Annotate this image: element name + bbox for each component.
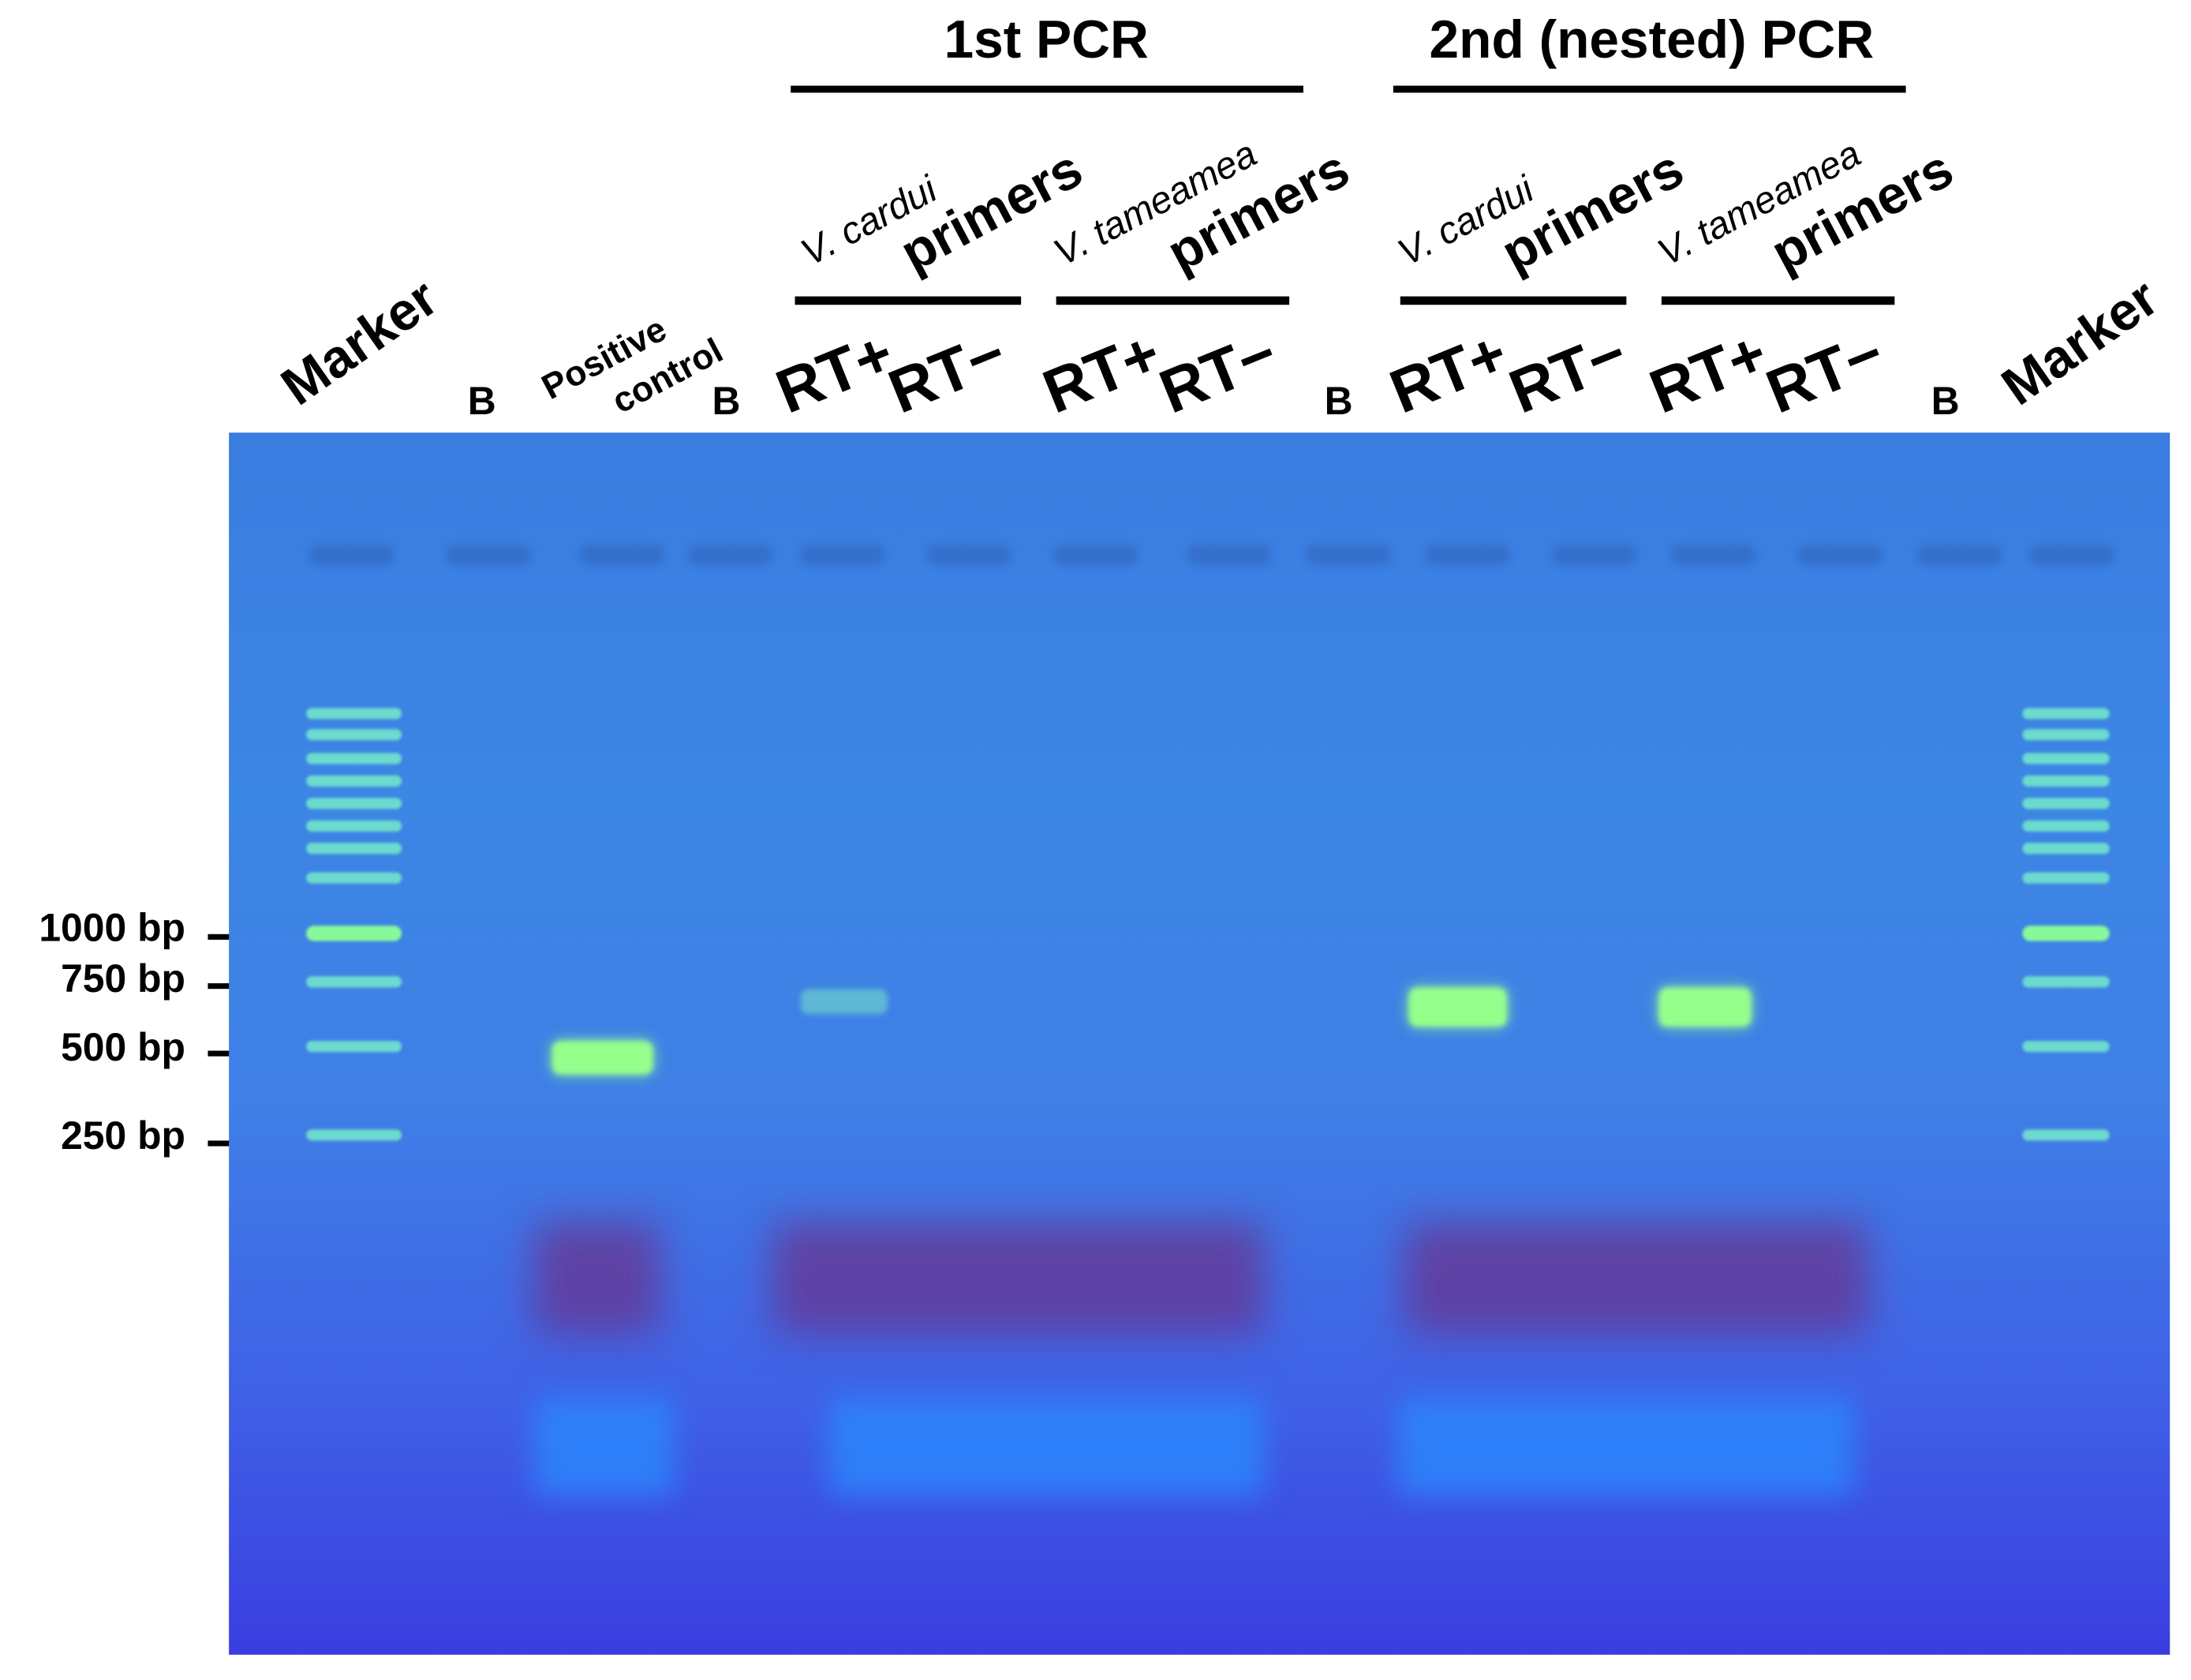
ladder-band — [2022, 775, 2110, 787]
ladder-band — [306, 843, 402, 855]
ladder-band — [2022, 1041, 2110, 1053]
ladder-band — [2022, 926, 2110, 941]
loading-dye-glow — [533, 1398, 675, 1496]
ladder-band — [2022, 708, 2110, 720]
ladder-band — [306, 872, 402, 884]
ladder-band — [2022, 976, 2110, 988]
well — [1306, 544, 1391, 565]
lane-label-marker-right: Marker — [1991, 268, 2170, 418]
ladder-band — [306, 708, 402, 720]
lane-label-rt-plus: RT+ — [1034, 319, 1170, 428]
sample-band — [551, 1041, 653, 1075]
lane-label-blank: B — [1324, 379, 1353, 423]
ladder-band — [2022, 843, 2110, 855]
lane-label-blank: B — [712, 379, 741, 423]
primer-bracket — [1400, 296, 1627, 305]
dye-smear — [1404, 1222, 1868, 1335]
well — [1671, 544, 1756, 565]
well — [1187, 544, 1271, 565]
dye-smear — [772, 1222, 1265, 1335]
size-label-250: 250 bp — [61, 1113, 185, 1158]
group-bracket-2nd-pcr — [1393, 85, 1906, 93]
ladder-band — [306, 1041, 402, 1053]
sample-band — [1408, 987, 1508, 1027]
ladder-band — [306, 926, 402, 941]
well — [580, 544, 664, 565]
primer-bracket — [795, 296, 1022, 305]
ladder-band — [2022, 728, 2110, 741]
well — [1552, 544, 1636, 565]
well — [447, 544, 531, 565]
ladder-band — [306, 753, 402, 765]
ladder-band — [306, 1129, 402, 1141]
well — [1053, 544, 1138, 565]
ladder-band — [2022, 1129, 2110, 1141]
lane-label-blank: B — [1931, 379, 1960, 423]
well — [1916, 544, 2002, 565]
well — [1797, 544, 1883, 565]
group-bracket-1st-pcr — [791, 85, 1303, 93]
ladder-band — [306, 798, 402, 810]
well — [688, 544, 773, 565]
lane-label-rt-minus: RT− — [1500, 319, 1636, 428]
ladder-band — [2022, 753, 2110, 765]
well — [926, 544, 1011, 565]
size-label-1000: 1000 bp — [39, 906, 185, 950]
lane-label-rt-plus: RT+ — [1381, 319, 1517, 428]
dye-smear — [533, 1222, 660, 1335]
gel-image — [229, 432, 2170, 1655]
lane-label-rt-minus: RT− — [1150, 319, 1287, 428]
primer-bracket — [1056, 296, 1290, 305]
ladder-band — [306, 976, 402, 988]
size-label-500: 500 bp — [61, 1025, 185, 1069]
primer-bracket — [1661, 296, 1895, 305]
lane-label-marker-left: Marker — [271, 268, 449, 418]
well — [1425, 544, 1510, 565]
loading-dye-glow — [1397, 1398, 1854, 1496]
ladder-band — [306, 728, 402, 741]
size-label-750: 750 bp — [61, 956, 185, 1001]
well — [2029, 544, 2114, 565]
sample-band — [800, 989, 888, 1015]
ladder-band — [2022, 798, 2110, 810]
ladder-band — [2022, 872, 2110, 884]
sample-band — [1658, 987, 1752, 1027]
loading-dye-glow — [828, 1398, 1265, 1496]
lane-label-blank: B — [467, 379, 496, 423]
group-title-1st-pcr: 1st PCR — [944, 11, 1149, 71]
lane-label-rt-plus: RT+ — [767, 319, 903, 428]
well — [800, 544, 885, 565]
lane-label-rt-plus: RT+ — [1640, 319, 1777, 428]
ladder-band — [2022, 820, 2110, 832]
ladder-band — [306, 820, 402, 832]
group-title-2nd-pcr: 2nd (nested) PCR — [1429, 11, 1875, 71]
well — [308, 544, 394, 565]
lane-label-rt-minus: RT− — [1757, 319, 1894, 428]
lane-label-rt-minus: RT− — [879, 319, 1015, 428]
ladder-band — [306, 775, 402, 787]
